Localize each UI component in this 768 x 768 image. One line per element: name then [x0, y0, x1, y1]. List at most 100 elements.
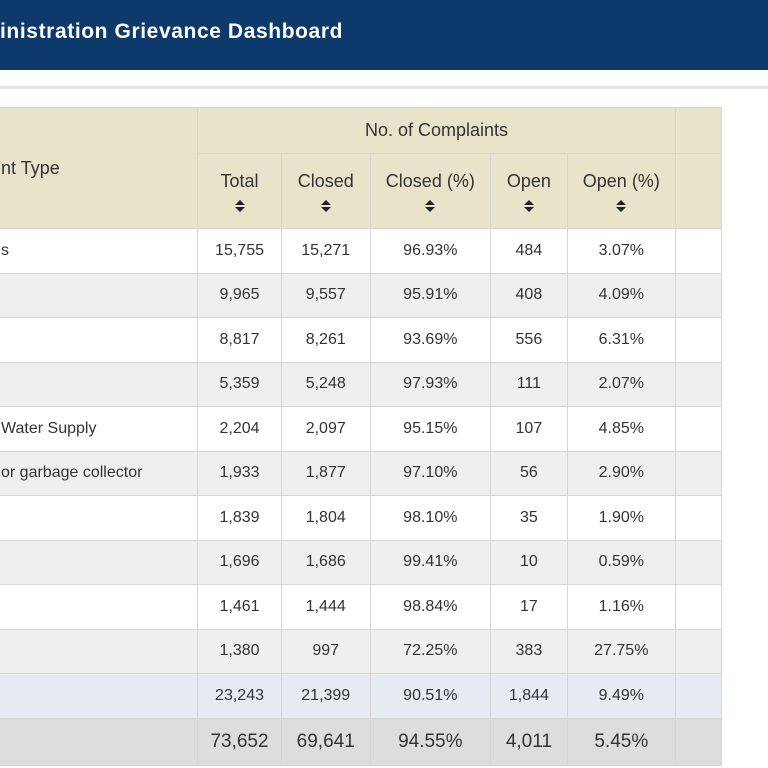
separator: [0, 86, 768, 89]
table-cell: 1,696: [197, 539, 282, 585]
sort-icon[interactable]: [425, 199, 436, 212]
table-cell: 97.10%: [369, 450, 491, 496]
table-cell: 107: [489, 406, 568, 452]
table-cell: 5,359: [197, 361, 282, 407]
table-cell: [674, 361, 723, 407]
table-cell: 27.75%: [566, 628, 676, 674]
table-cell: [674, 584, 723, 630]
table-cell: [674, 228, 723, 274]
row-label: [0, 317, 199, 363]
table-cell: 15,755: [197, 228, 282, 274]
table-cell: 5.45%: [566, 717, 676, 766]
top-bar: inistration Grievance Dashboard: [0, 0, 768, 70]
header-cell: [674, 107, 723, 154]
table-cell: 4.85%: [566, 406, 676, 452]
table-cell: 9.49%: [566, 673, 676, 719]
table-cell: 1,461: [197, 584, 282, 630]
sort-icon[interactable]: [320, 199, 331, 212]
row-label: Water Supply: [0, 406, 199, 452]
table-cell: 17: [489, 584, 568, 630]
row-label: [0, 673, 199, 719]
table-row: 5,359 5,248 97.93% 111 2.07%: [0, 361, 723, 407]
column-title: Open: [506, 170, 551, 191]
table-cell: 1,877: [280, 450, 371, 496]
table-cell: 997: [280, 628, 371, 674]
table-cell: 2.90%: [566, 450, 676, 496]
table-row: 23,243 21,399 90.51% 1,844 9.49%: [0, 673, 723, 719]
type-header: nt Type: [0, 107, 199, 229]
group-header: No. of Complaints: [197, 107, 676, 154]
table-cell: 98.10%: [369, 495, 491, 541]
row-label: [0, 272, 199, 318]
dashboard-title: inistration Grievance Dashboard: [0, 20, 344, 43]
column-title: Total: [220, 170, 259, 191]
table-cell: 9,557: [280, 272, 371, 318]
table-cell: 6.31%: [566, 317, 676, 363]
table-cell: [674, 406, 723, 452]
table-cell: 1,933: [197, 450, 282, 496]
table-cell: 1,380: [197, 628, 282, 674]
table-cell: 5,248: [280, 361, 371, 407]
table-cell: 8,817: [197, 317, 282, 363]
header-cell: [674, 153, 723, 229]
table-cell: 93.69%: [369, 317, 491, 363]
column-header[interactable]: Open (%): [566, 153, 676, 229]
column-title: Closed (%): [385, 170, 475, 191]
table-cell: 23,243: [197, 673, 282, 719]
column-header[interactable]: Open: [489, 153, 568, 229]
row-label: [0, 361, 199, 407]
table-cell: [674, 628, 723, 674]
table-cell: 1,444: [280, 584, 371, 630]
table-cell: 111: [489, 361, 568, 407]
table-cell: 3.07%: [566, 228, 676, 274]
table-cell: 484: [489, 228, 568, 274]
table-cell: 69,641: [280, 717, 371, 766]
table-row: 1,696 1,686 99.41% 10 0.59%: [0, 539, 723, 585]
sort-icon[interactable]: [234, 199, 245, 212]
table-cell: 56: [489, 450, 568, 496]
table-cell: 556: [489, 317, 568, 363]
table-cell: [674, 272, 723, 318]
table-row: 73,652 69,641 94.55% 4,011 5.45%: [0, 717, 723, 766]
table-cell: [674, 450, 723, 496]
row-label: [0, 628, 199, 674]
table-cell: 99.41%: [369, 539, 491, 585]
row-label: or garbage collector: [0, 450, 199, 496]
table-cell: 1.90%: [566, 495, 676, 541]
column-title: Open (%): [582, 170, 660, 191]
table-cell: 96.93%: [369, 228, 491, 274]
table-cell: 73,652: [197, 717, 282, 766]
table-row: or garbage collector 1,933 1,877 97.10% 56 2.…: [0, 450, 723, 496]
table-cell: 1,804: [280, 495, 371, 541]
table-row: Water Supply 2,204 2,097 95.15% 107 4.85%: [0, 406, 723, 452]
sort-icon[interactable]: [523, 199, 534, 212]
table-cell: 383: [489, 628, 568, 674]
column-header[interactable]: Closed: [280, 153, 371, 229]
table-cell: 1,686: [280, 539, 371, 585]
sort-icon[interactable]: [616, 199, 627, 212]
table-cell: [674, 717, 723, 766]
table-row: 1,461 1,444 98.84% 17 1.16%: [0, 584, 723, 630]
table-cell: 10: [489, 539, 568, 585]
table-cell: 21,399: [280, 673, 371, 719]
row-label: s: [0, 228, 199, 274]
row-label: [0, 584, 199, 630]
table-cell: 2.07%: [566, 361, 676, 407]
table-cell: 2,204: [197, 406, 282, 452]
column-title: Closed: [297, 170, 354, 191]
complaints-table: nt Type No. of Complaints Total Closed Clo…: [0, 107, 723, 766]
table-cell: 35: [489, 495, 568, 541]
table-cell: 90.51%: [369, 673, 491, 719]
table-row: 8,817 8,261 93.69% 556 6.31%: [0, 317, 723, 363]
table-cell: 97.93%: [369, 361, 491, 407]
table-row: s 15,755 15,271 96.93% 484 3.07%: [0, 228, 723, 274]
table-cell: 4,011: [489, 717, 568, 766]
table-cell: [674, 673, 723, 719]
table-cell: 94.55%: [369, 717, 491, 766]
column-header[interactable]: Closed (%): [369, 153, 491, 229]
table-cell: 2,097: [280, 406, 371, 452]
table-cell: 408: [489, 272, 568, 318]
column-header[interactable]: Total: [197, 153, 282, 229]
table-cell: 8,261: [280, 317, 371, 363]
